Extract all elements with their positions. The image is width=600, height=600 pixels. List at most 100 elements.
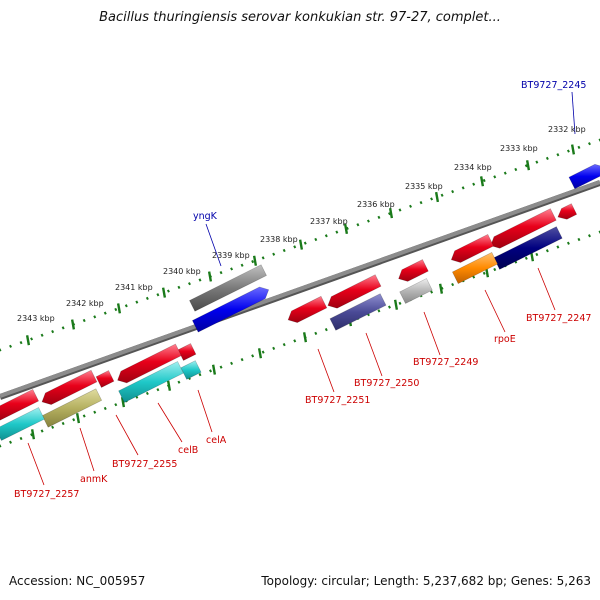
scale-tick-dot — [398, 301, 402, 305]
gene-red-8 — [117, 343, 182, 384]
gene-label: anmK — [80, 474, 108, 485]
scale-tick-dot — [61, 326, 65, 330]
major-tick — [161, 287, 167, 298]
scale-tick-dot — [51, 425, 55, 429]
label-connector — [423, 311, 441, 356]
topology-summary: Topology: circular; Length: 5,237,682 bp… — [261, 574, 591, 588]
gene-red-5 — [327, 274, 382, 309]
gene-bt9727-2250 — [329, 293, 387, 331]
label-connector — [27, 442, 45, 486]
scale-label: 2333 kbp — [500, 144, 538, 153]
scale-tick-dot — [430, 290, 434, 294]
scale-tick-dot — [177, 380, 181, 384]
scale-tick-dot — [335, 230, 339, 234]
gene-red-6 — [287, 295, 328, 323]
scale-label: 2342 kbp — [66, 299, 104, 308]
scale-tick-dot — [482, 271, 486, 275]
gene-red-7 — [177, 343, 197, 361]
scale-tick-dot — [493, 267, 497, 272]
scale-tick-dot — [40, 429, 44, 433]
scale-label: 2339 kbp — [212, 251, 250, 260]
major-tick — [25, 335, 31, 346]
scale-tick-dot — [535, 252, 539, 257]
scale-tick-dot — [377, 309, 381, 313]
gene-cela — [180, 360, 202, 380]
gene-red-4 — [398, 259, 429, 282]
major-tick — [211, 364, 217, 375]
gene-red-1 — [557, 203, 578, 220]
scale-tick-dot — [61, 421, 65, 426]
major-tick — [438, 283, 444, 294]
scale-tick-dot — [324, 234, 328, 238]
scale-tick-dot — [482, 178, 486, 183]
scale-tick-dot — [524, 256, 528, 260]
gene-label: celA — [206, 435, 227, 446]
scale-label: 2336 kbp — [357, 200, 395, 209]
major-tick — [302, 332, 308, 343]
scale-tick-dot — [230, 361, 234, 366]
major-tick — [70, 319, 76, 330]
scale-tick-dot — [9, 440, 13, 444]
scale-tick-dot — [40, 333, 44, 337]
scale-tick-dot — [9, 344, 13, 348]
scale-tick-dot — [145, 391, 149, 396]
gene-label: BT9727_2250 — [354, 378, 419, 389]
gene-bt9727-2249 — [399, 278, 433, 304]
scale-tick-dot — [219, 365, 223, 369]
scale-tick-dot — [19, 341, 23, 345]
gene-features — [0, 163, 600, 441]
scale-tick-dot — [282, 248, 286, 253]
major-tick — [570, 144, 576, 155]
label-connector — [484, 289, 506, 333]
scale-tick-dot — [503, 171, 507, 175]
scale-tick-dot — [577, 237, 581, 242]
gene-navy — [493, 226, 563, 270]
major-tick — [75, 413, 81, 424]
gene-label: BT9727_2251 — [305, 395, 370, 406]
label-connector — [115, 414, 139, 456]
scale-tick-dot — [272, 252, 276, 256]
scale-tick-dot — [293, 339, 297, 343]
gene-red-3 — [450, 233, 495, 263]
scale-tick-dot — [440, 193, 444, 197]
scale-tick-dot — [261, 350, 265, 354]
major-tick — [298, 239, 304, 250]
genome-title: Bacillus thuringiensis serovar konkukian… — [99, 10, 501, 25]
scale-tick-dot — [0, 348, 2, 352]
gene-red-9 — [95, 370, 115, 388]
scale-tick-dot — [566, 241, 570, 245]
gene-label: rpoE — [494, 334, 516, 345]
label-connectors — [27, 91, 576, 486]
genome-backbone — [0, 180, 600, 400]
scale-tick-dot — [556, 153, 560, 157]
major-tick — [343, 223, 349, 235]
label-connector — [205, 223, 222, 267]
scale-label: 2341 kbp — [115, 283, 153, 292]
scale-tick-dot — [324, 328, 328, 332]
scale-label: 2343 kbp — [17, 314, 55, 323]
scale-tick-dot — [19, 436, 23, 441]
gene-label: BT9727_2255 — [112, 459, 177, 470]
major-tick — [393, 299, 399, 310]
scale-tick-dot — [587, 234, 591, 238]
major-tick — [207, 271, 213, 282]
scale-tick-dot — [366, 219, 370, 223]
scale-tick-dot — [124, 304, 128, 308]
gene-anmk — [41, 388, 103, 428]
major-tick — [525, 160, 531, 171]
outer-scale-ruler — [0, 138, 600, 352]
scale-tick-dot — [166, 289, 170, 293]
label-connector — [197, 389, 213, 433]
scale-tick-dot — [82, 318, 86, 323]
major-tick — [30, 429, 36, 440]
scale-tick-dot — [198, 278, 202, 282]
scale-tick-dot — [409, 204, 413, 208]
accession-text: Accession: NC_005957 — [9, 574, 146, 588]
label-connector — [157, 402, 183, 443]
gene-red-11 — [0, 388, 40, 421]
scale-tick-dot — [82, 414, 86, 418]
label-connector — [365, 332, 383, 377]
scale-tick-dot — [30, 337, 34, 341]
gene-label: yngK — [193, 211, 218, 222]
